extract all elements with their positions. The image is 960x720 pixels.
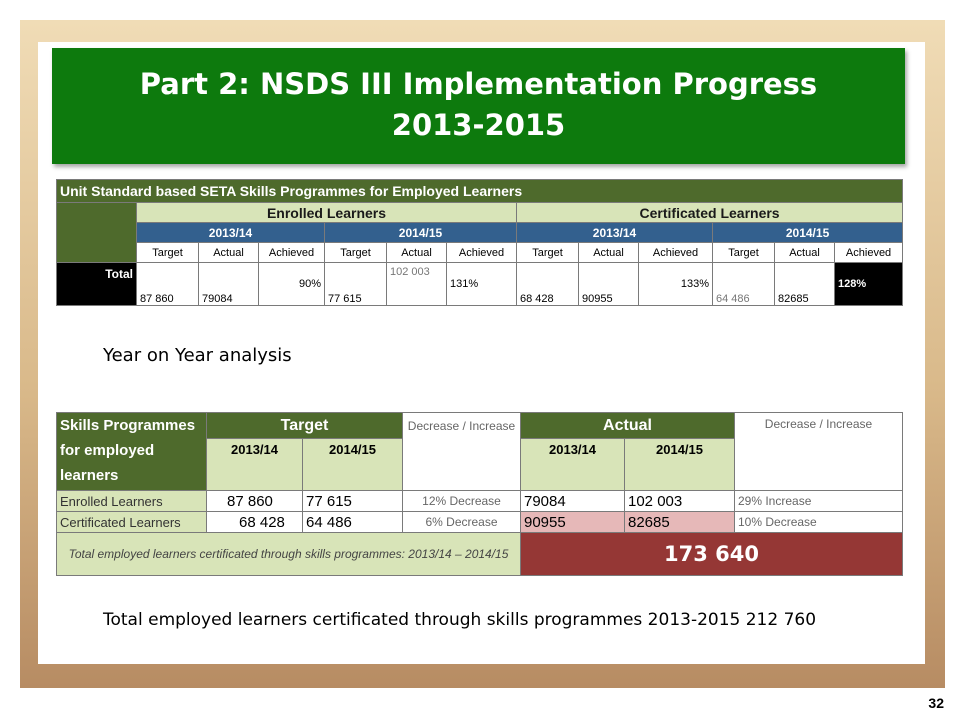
column-header: Target bbox=[516, 242, 579, 263]
grand-total-line: Total employed learners certificated thr… bbox=[103, 610, 817, 630]
table-cell: 10% Decrease bbox=[734, 511, 903, 533]
column-header: Actual bbox=[198, 242, 259, 263]
total-note: Total employed learners certificated thr… bbox=[56, 532, 521, 576]
table-cell: 133% bbox=[638, 262, 713, 306]
column-header: Achieved bbox=[638, 242, 713, 263]
actual-change-header: Decrease / Increase bbox=[734, 412, 903, 491]
table-cell: 90% bbox=[258, 262, 325, 306]
column-header: Achieved bbox=[258, 242, 325, 263]
column-header: Target bbox=[712, 242, 775, 263]
year-header: 2013/14 bbox=[206, 438, 303, 491]
actual-header: Actual bbox=[520, 412, 735, 439]
row-label-total: Total bbox=[56, 262, 137, 306]
table-cell: 64 486 bbox=[302, 511, 403, 533]
year-on-year-heading: Year on Year analysis bbox=[103, 345, 292, 366]
year-header: 2013/14 bbox=[520, 438, 625, 491]
page-number: 32 bbox=[928, 695, 944, 711]
table-cell: 12% Decrease bbox=[402, 490, 521, 512]
column-header: Achieved bbox=[833, 242, 904, 263]
table-cell: 131% bbox=[446, 262, 517, 306]
total-value: 173 640 bbox=[520, 532, 903, 576]
column-header: Actual bbox=[774, 242, 835, 263]
table-cell: 79084 bbox=[520, 490, 625, 512]
target-header: Target bbox=[206, 412, 403, 439]
corner-cell bbox=[56, 202, 137, 263]
certificated-learners-header: Certificated Learners bbox=[515, 202, 904, 223]
table-cell: 90955 bbox=[520, 511, 625, 533]
table-cell: 82685 bbox=[624, 511, 735, 533]
table-cell: 102 003 bbox=[624, 490, 735, 512]
column-header: Target bbox=[324, 242, 387, 263]
table-cell: 128% bbox=[833, 262, 904, 306]
enrolled-learners-header: Enrolled Learners bbox=[136, 202, 517, 223]
table-cell: 29% Increase bbox=[734, 490, 903, 512]
table-cell: 77 615 bbox=[324, 262, 387, 306]
year-header: 2014/15 bbox=[711, 222, 904, 243]
year-header: 2013/14 bbox=[136, 222, 325, 243]
table-cell: 64 486 bbox=[712, 262, 775, 306]
table-cell: 87 860 bbox=[206, 490, 303, 512]
table-cell: 68 428 bbox=[516, 262, 579, 306]
column-header: Actual bbox=[578, 242, 639, 263]
table-cell: 77 615 bbox=[302, 490, 403, 512]
year-header: 2014/15 bbox=[624, 438, 735, 491]
row-label-certificated: Certificated Learners bbox=[56, 511, 207, 533]
header-label: Skills Programmes for employed learners bbox=[56, 412, 207, 491]
year-header: 2014/15 bbox=[302, 438, 403, 491]
year-header: 2013/14 bbox=[516, 222, 713, 243]
table-cell: 79084 bbox=[198, 262, 259, 306]
table-cell: 68 428 bbox=[206, 511, 303, 533]
column-header: Actual bbox=[386, 242, 447, 263]
table-caption: Unit Standard based SETA Skills Programm… bbox=[55, 179, 904, 203]
table-cell: 87 860 bbox=[136, 262, 199, 306]
year-header: 2014/15 bbox=[324, 222, 517, 243]
column-header: Achieved bbox=[446, 242, 517, 263]
slide-title: Part 2: NSDS III Implementation Progress… bbox=[52, 48, 905, 164]
table-cell: 82685 bbox=[774, 262, 835, 306]
table-cell: 102 003 bbox=[386, 262, 447, 306]
skills-programmes-table: Unit Standard based SETA Skills Programm… bbox=[55, 179, 904, 306]
table-cell: 90955 bbox=[578, 262, 639, 306]
table-cell: 6% Decrease bbox=[402, 511, 521, 533]
year-on-year-table: Skills Programmes for employed learners … bbox=[56, 412, 903, 576]
column-header: Target bbox=[136, 242, 199, 263]
row-label-enrolled: Enrolled Learners bbox=[56, 490, 207, 512]
title-line-2: 2013-2015 bbox=[391, 108, 566, 142]
target-change-header: Decrease / Increase bbox=[402, 412, 521, 491]
title-line-1: Part 2: NSDS III Implementation Progress bbox=[139, 67, 818, 101]
